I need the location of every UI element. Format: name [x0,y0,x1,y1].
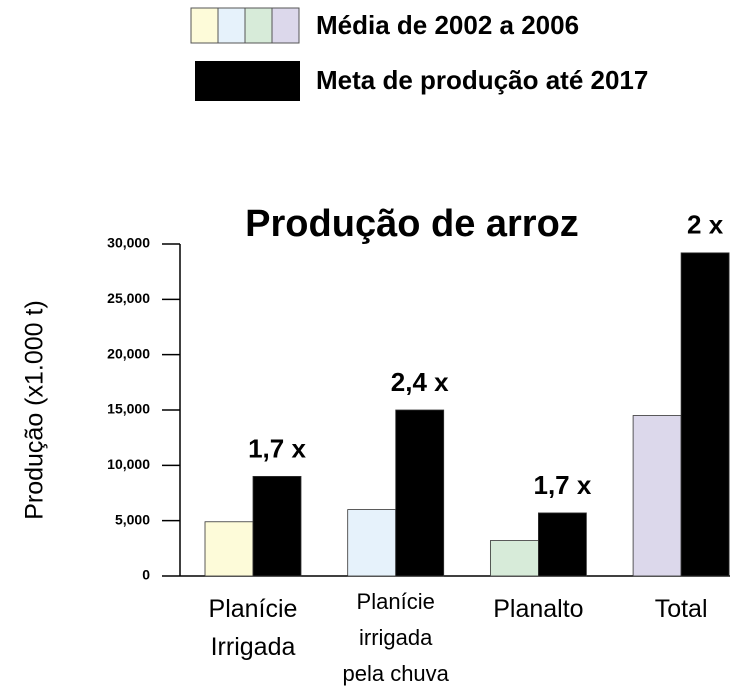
legend-label: Média de 2002 a 2006 [316,10,579,40]
annotation: 2 x [687,210,724,240]
bar [680,252,730,577]
bar [632,415,682,577]
y-tick-label: 10,000 [107,456,150,472]
legend-swatch [271,7,300,44]
x-tick-label: Planície irrigada pela chuva [342,589,449,686]
x-tick-label: Planície Irrigada [209,595,298,661]
legend-swatch [244,7,273,44]
bar [538,512,587,577]
annotation: 2,4 x [391,367,449,397]
y-tick-label: 0 [142,567,150,583]
bar [204,521,254,577]
legend-swatch [217,7,246,44]
bar [252,475,302,577]
x-tick-label: Total [655,595,708,623]
x-tick-label: Planalto [493,595,583,623]
y-tick-label: 30,000 [107,235,150,251]
y-tick-label: 5,000 [115,511,150,527]
y-axis-label: Produção (x1.000 t) [21,300,49,520]
bar [489,540,539,577]
y-tick-label: 20,000 [107,345,150,361]
chart-title: Produção de arroz [245,203,579,245]
bar [347,509,397,577]
y-tick-label: 25,000 [107,290,150,306]
annotation: 1,7 x [533,470,591,500]
legend-swatch [190,7,219,44]
bar [395,409,445,577]
annotation: 1,7 x [248,433,306,463]
y-tick-label: 15,000 [107,401,150,417]
legend-label: Meta de produção até 2017 [316,65,648,95]
legend-swatch [195,61,300,101]
